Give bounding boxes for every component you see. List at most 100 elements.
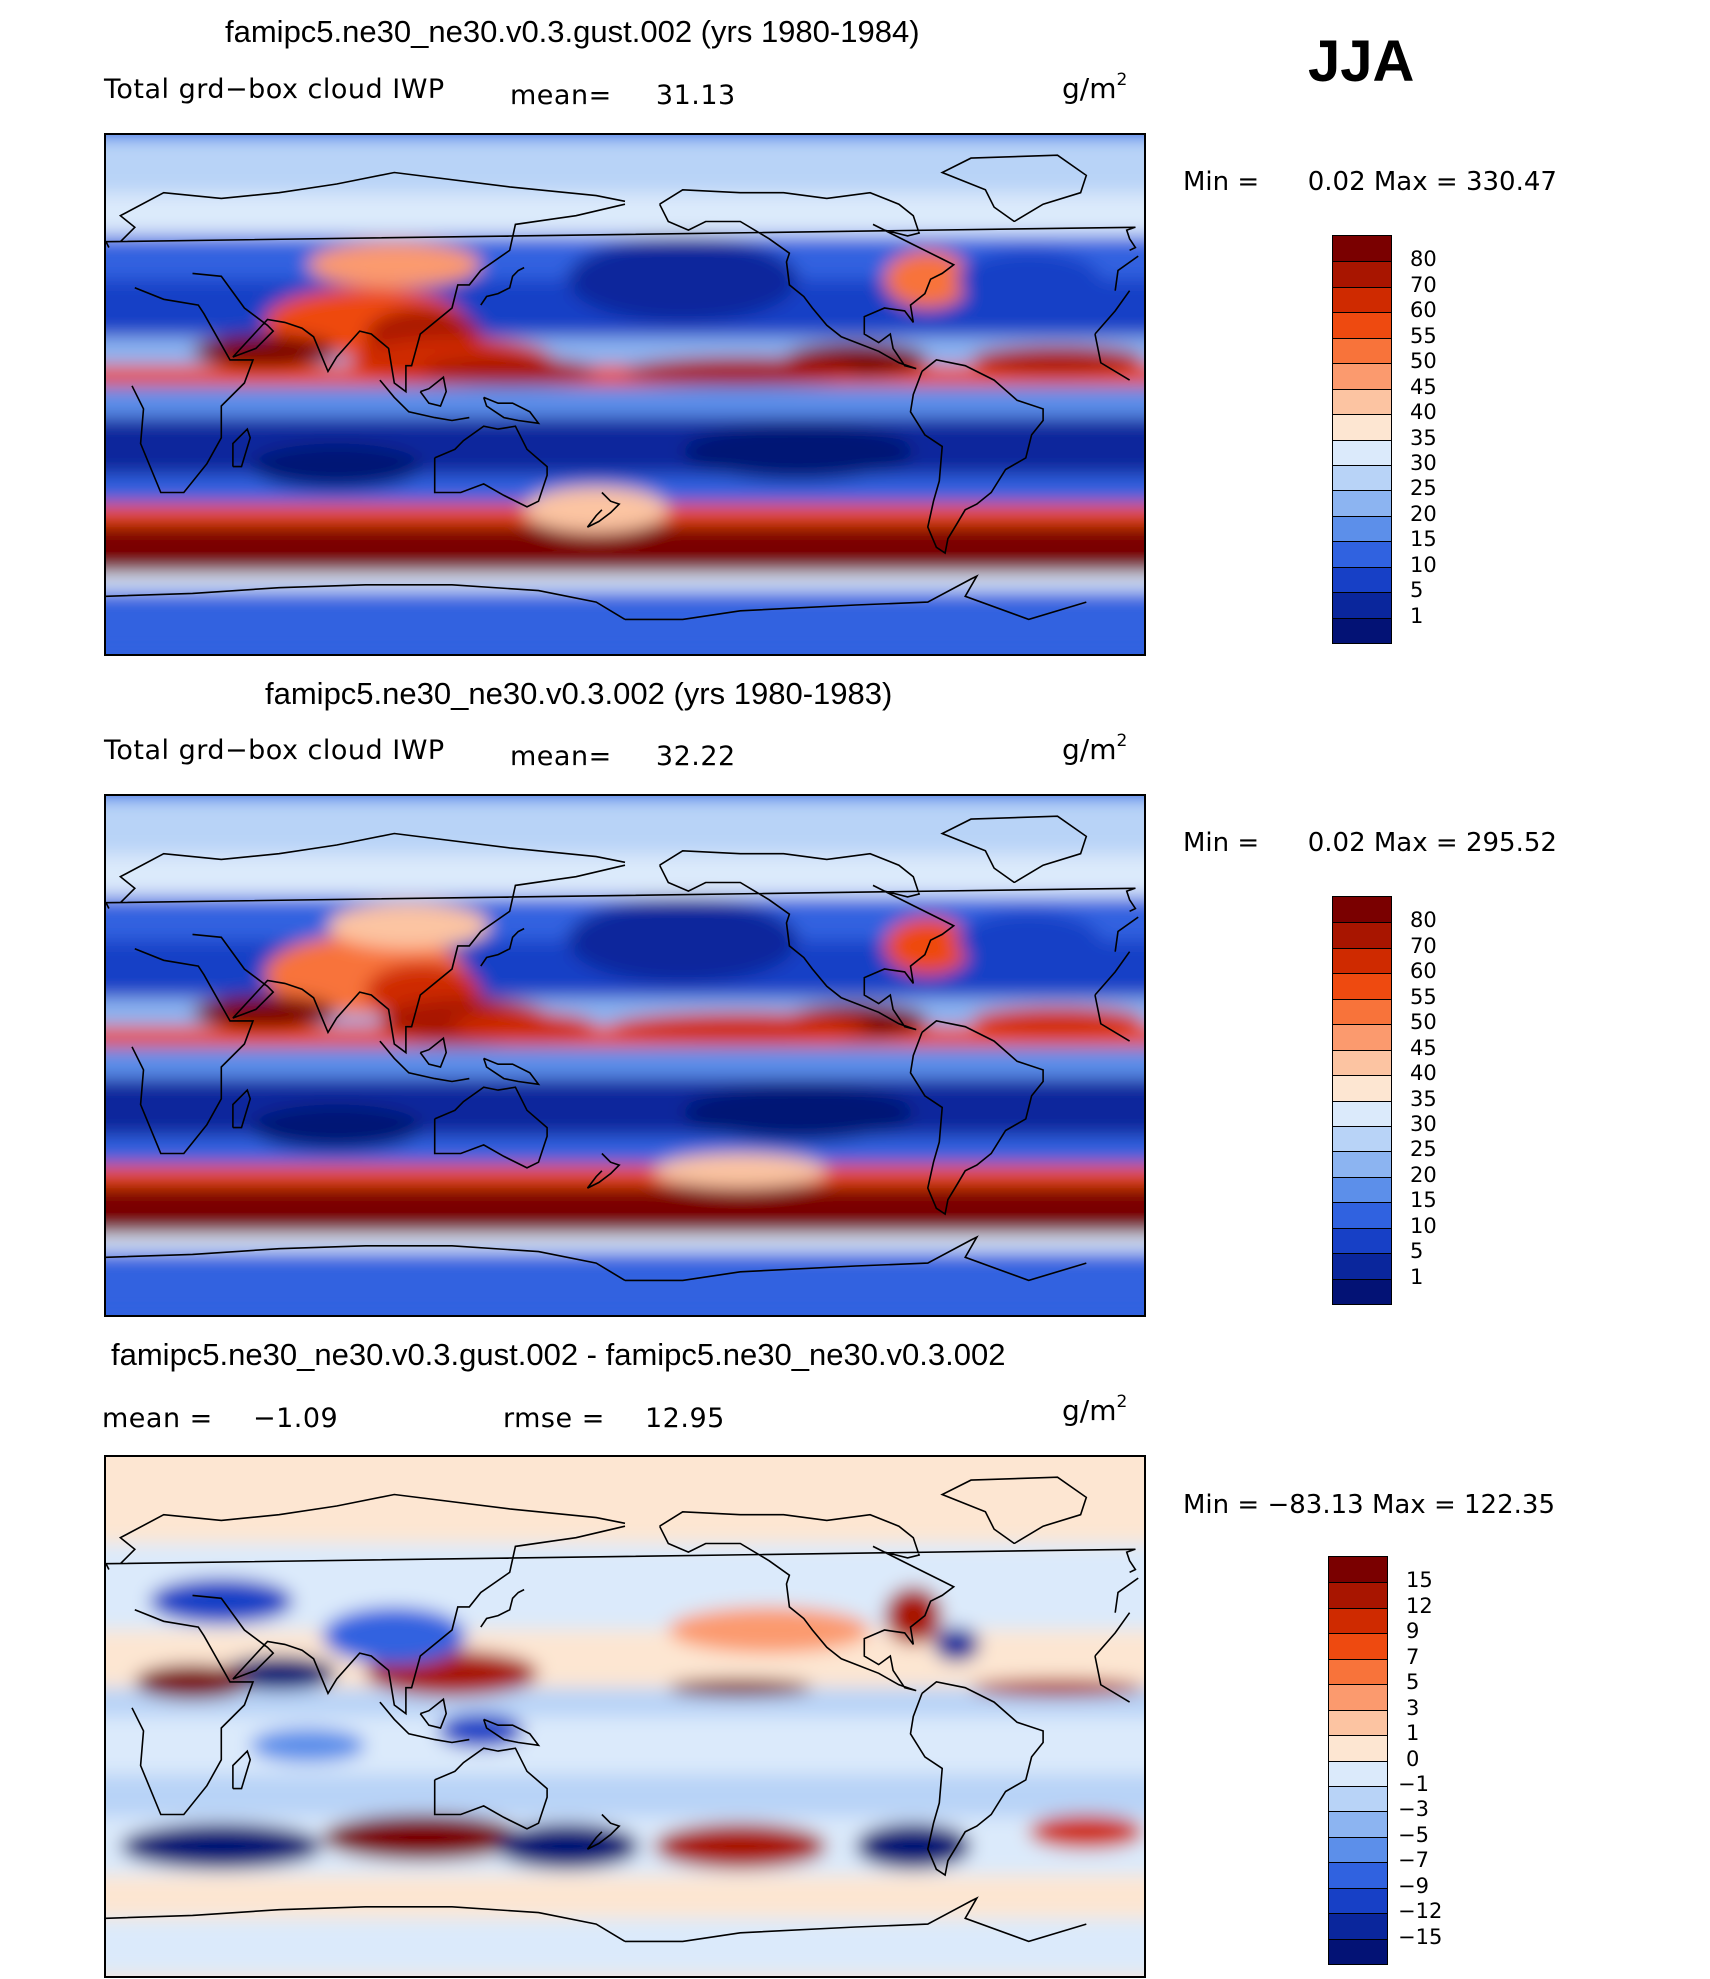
field-feature [971, 345, 1144, 375]
panel-3-title: famipc5.ne30_ne30.v0.3.gust.002 - famipc… [111, 1337, 1006, 1372]
colorbar-segment [1333, 1227, 1391, 1254]
panel-2-units: g/m2 [1062, 731, 1128, 766]
colorbar-segment [1333, 1278, 1391, 1304]
field-band [106, 590, 1144, 654]
field-feature [653, 1153, 827, 1189]
field-feature [884, 1586, 943, 1645]
field-feature [682, 1084, 914, 1142]
colorbar-segment [1333, 998, 1391, 1025]
panel-1-title: famipc5.ne30_ne30.v0.3.gust.002 (yrs 198… [225, 14, 920, 49]
panel-2-max-value: 295.52 [1465, 828, 1557, 858]
colorbar-label: 15 [1410, 1188, 1437, 1213]
colorbar-label: 5 [1406, 1670, 1420, 1695]
panel-3-rmse-label: rmse = [503, 1403, 605, 1434]
field-feature [956, 911, 1101, 969]
colorbar-label: 50 [1410, 349, 1437, 374]
field-band [106, 1046, 1144, 1079]
colorbar-segment [1333, 566, 1391, 593]
field-band [106, 573, 1144, 591]
field-feature [322, 1814, 525, 1861]
colorbar-segment [1333, 1125, 1391, 1152]
colorbar-label: 35 [1410, 1086, 1437, 1111]
colorbar-label: 3 [1406, 1695, 1420, 1720]
field-feature [250, 1728, 366, 1763]
colorbar-segment [1333, 236, 1391, 262]
panel-1-mean: mean= 31.13 [510, 80, 736, 111]
panel-1-min-value: 0.02 [1307, 167, 1366, 197]
colorbar-segment [1333, 363, 1391, 389]
colorbar-segment [1329, 1811, 1387, 1837]
colorbar-label: 80 [1410, 247, 1437, 272]
colorbar-label: 10 [1410, 1213, 1437, 1238]
colorbar-label: 60 [1410, 298, 1437, 323]
field-band [106, 192, 1144, 236]
colorbar-segment [1333, 1075, 1391, 1101]
season-label: JJA [1308, 29, 1415, 94]
field-feature [250, 1104, 424, 1151]
field-band [106, 1251, 1144, 1315]
colorbar-segment [1329, 1607, 1387, 1634]
colorbar-label: 25 [1410, 476, 1437, 501]
panel-2-mean: mean= 32.22 [510, 741, 736, 772]
field-feature [423, 357, 597, 386]
panel-3-colorbar [1328, 1556, 1388, 1965]
colorbar-label: 45 [1410, 374, 1437, 399]
panel-3-units: g/m2 [1062, 1392, 1128, 1427]
field-feature [625, 357, 856, 386]
colorbar-segment [1333, 388, 1391, 415]
field-feature [971, 1006, 1144, 1036]
colorbar-segment [1329, 1938, 1387, 1964]
field-feature [149, 1578, 294, 1625]
colorbar-segment [1333, 1253, 1391, 1279]
field-band [106, 1687, 1144, 1717]
field-band [106, 135, 1144, 193]
colorbar-label: 70 [1410, 933, 1437, 958]
field-feature [567, 235, 798, 323]
colorbar-segment [1333, 592, 1391, 618]
colorbar-segment [1329, 1709, 1387, 1736]
panel-2-mean-label: mean= [510, 741, 612, 772]
field-band [106, 385, 1144, 418]
colorbar-label: −9 [1398, 1873, 1429, 1898]
colorbar-label: −1 [1398, 1771, 1429, 1796]
colorbar-segment [1333, 973, 1391, 999]
colorbar-segment [1333, 617, 1391, 643]
field-feature [524, 486, 669, 533]
panel-2-map [104, 794, 1146, 1317]
colorbar-segment [1329, 1735, 1387, 1761]
field-feature [933, 1627, 980, 1662]
field-feature [134, 1664, 251, 1700]
colorbar-label: 80 [1410, 908, 1437, 933]
colorbar-segment [1333, 1024, 1391, 1050]
colorbar-label: 35 [1410, 425, 1437, 450]
colorbar-label: 55 [1410, 323, 1437, 348]
panel-3-max-value: 122.35 [1464, 1490, 1555, 1520]
colorbar-segment [1333, 286, 1391, 313]
field-band [106, 1918, 1144, 1976]
colorbar-segment [1333, 1100, 1391, 1126]
panel-1-map [104, 133, 1146, 656]
colorbar-label: 1 [1406, 1721, 1420, 1746]
panel-1-mean-value: 31.13 [655, 80, 736, 111]
colorbar-label: 1 [1410, 1264, 1424, 1289]
panel-1-variable: Total grd−box cloud IWP [104, 74, 445, 105]
colorbar-label: 10 [1410, 552, 1437, 577]
colorbar-label: 20 [1410, 1162, 1437, 1187]
colorbar-label: 0 [1406, 1746, 1420, 1771]
colorbar-segment [1333, 1176, 1391, 1203]
coastlines [106, 1476, 1139, 1943]
panel-3-mean: mean = −1.09 [102, 1403, 338, 1434]
colorbar-label: 5 [1410, 578, 1424, 603]
colorbar-label: −5 [1398, 1822, 1429, 1847]
field-feature [250, 443, 424, 490]
coastlines [106, 154, 1139, 621]
colorbar-segment [1333, 261, 1391, 287]
field-feature [328, 902, 490, 949]
panel-2-min-label: Min = [1183, 828, 1260, 858]
field-feature [610, 1012, 871, 1042]
field-feature [855, 1823, 971, 1870]
colorbar-label: 50 [1410, 1010, 1437, 1035]
colorbar-segment [1333, 947, 1391, 974]
panel-3-mean-label: mean = [102, 1403, 213, 1434]
colorbar-segment [1333, 414, 1391, 440]
